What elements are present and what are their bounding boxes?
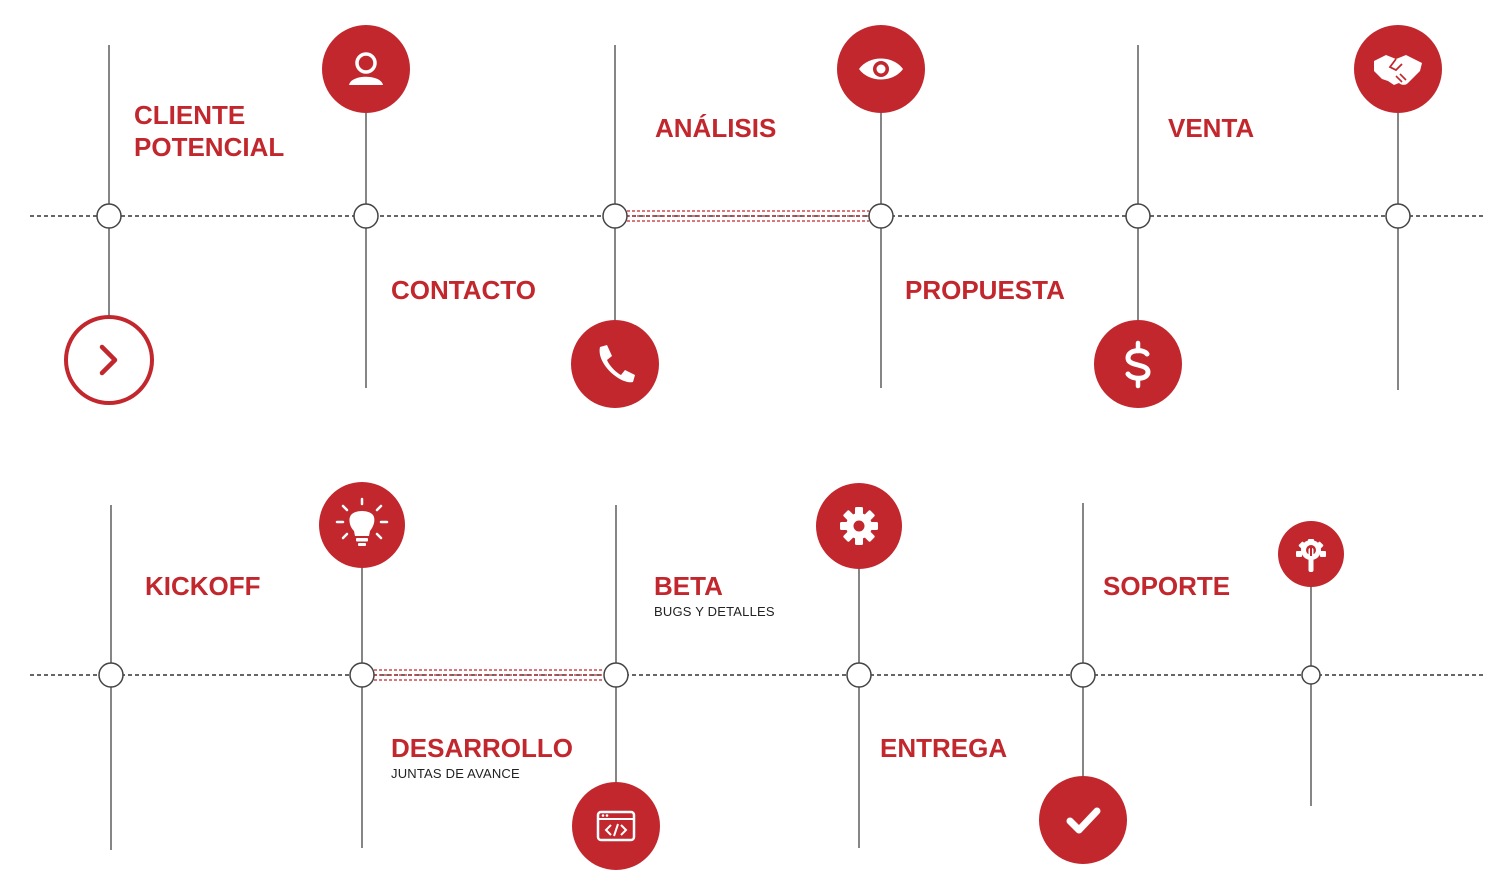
label-soporte: SOPORTE	[1103, 570, 1230, 602]
node-soporte	[1070, 662, 1096, 688]
stage-title: KICKOFF	[145, 571, 261, 601]
node-entrega	[846, 662, 872, 688]
wrench-gear-icon	[1278, 521, 1344, 587]
dollar-icon	[1094, 320, 1182, 408]
user-icon	[322, 25, 410, 113]
stage-title: BETA	[654, 571, 723, 601]
connector-desarrollo-beta	[374, 669, 604, 681]
node-contacto	[353, 203, 379, 229]
node-cliente-potencial	[96, 203, 122, 229]
eye-icon	[837, 25, 925, 113]
label-analisis: ANÁLISIS	[655, 112, 776, 144]
label-entrega: ENTREGA	[880, 732, 1007, 764]
chevron-right-icon	[64, 315, 154, 405]
node-beta	[603, 662, 629, 688]
label-desarrollo: DESARROLLO JUNTAS DE AVANCE	[391, 732, 573, 782]
label-cliente-potencial: CLIENTE POTENCIAL	[134, 99, 284, 163]
stage-subtitle: JUNTAS DE AVANCE	[391, 766, 520, 781]
stage-subtitle: BUGS Y DETALLES	[654, 604, 775, 619]
node-venta	[1125, 203, 1151, 229]
stage-title: CLIENTE POTENCIAL	[134, 100, 285, 162]
label-contacto: CONTACTO	[391, 274, 536, 306]
node-support-end	[1301, 665, 1321, 685]
stage-title: CONTACTO	[391, 275, 536, 305]
connector-analisis-propuesta	[627, 210, 869, 222]
stage-title: ANÁLISIS	[655, 113, 777, 143]
node-desarrollo	[349, 662, 375, 688]
phone-icon	[571, 320, 659, 408]
node-kickoff	[98, 662, 124, 688]
code-window-icon	[572, 782, 660, 870]
stage-title: DESARROLLO	[391, 733, 573, 763]
label-venta: VENTA	[1168, 112, 1254, 144]
label-propuesta: PROPUESTA	[905, 274, 1065, 306]
stage-title: VENTA	[1168, 113, 1255, 143]
handshake-icon	[1354, 25, 1442, 113]
checkmark-icon	[1039, 776, 1127, 864]
label-beta: BETA BUGS Y DETALLES	[654, 570, 775, 620]
node-handshake	[1385, 203, 1411, 229]
node-analisis	[602, 203, 628, 229]
lightbulb-icon	[319, 482, 405, 568]
stage-title: PROPUESTA	[905, 275, 1065, 305]
stage-title: ENTREGA	[880, 733, 1008, 763]
gear-icon	[816, 483, 902, 569]
node-propuesta	[868, 203, 894, 229]
stage-title: SOPORTE	[1103, 571, 1231, 601]
label-kickoff: KICKOFF	[145, 570, 261, 602]
